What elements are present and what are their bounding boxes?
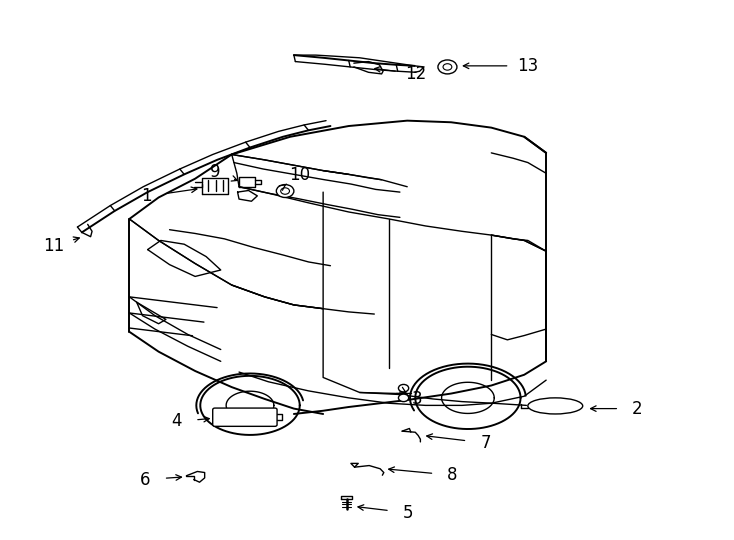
Text: 7: 7	[480, 434, 491, 452]
FancyBboxPatch shape	[213, 408, 277, 427]
Text: 12: 12	[405, 65, 426, 83]
Text: 11: 11	[43, 237, 65, 255]
Circle shape	[399, 394, 409, 402]
Text: 6: 6	[140, 470, 150, 489]
Text: 1: 1	[141, 187, 151, 205]
Ellipse shape	[528, 398, 583, 414]
Text: 13: 13	[517, 57, 539, 75]
Text: 3: 3	[412, 390, 422, 408]
Circle shape	[276, 185, 294, 198]
Text: 10: 10	[289, 166, 310, 184]
Text: 8: 8	[447, 466, 458, 484]
Text: 2: 2	[632, 400, 643, 417]
Text: 9: 9	[211, 163, 221, 181]
Text: 4: 4	[172, 413, 182, 430]
Circle shape	[438, 60, 457, 74]
Circle shape	[280, 188, 289, 194]
Circle shape	[443, 64, 452, 70]
Circle shape	[399, 384, 409, 392]
Text: 5: 5	[403, 504, 413, 522]
